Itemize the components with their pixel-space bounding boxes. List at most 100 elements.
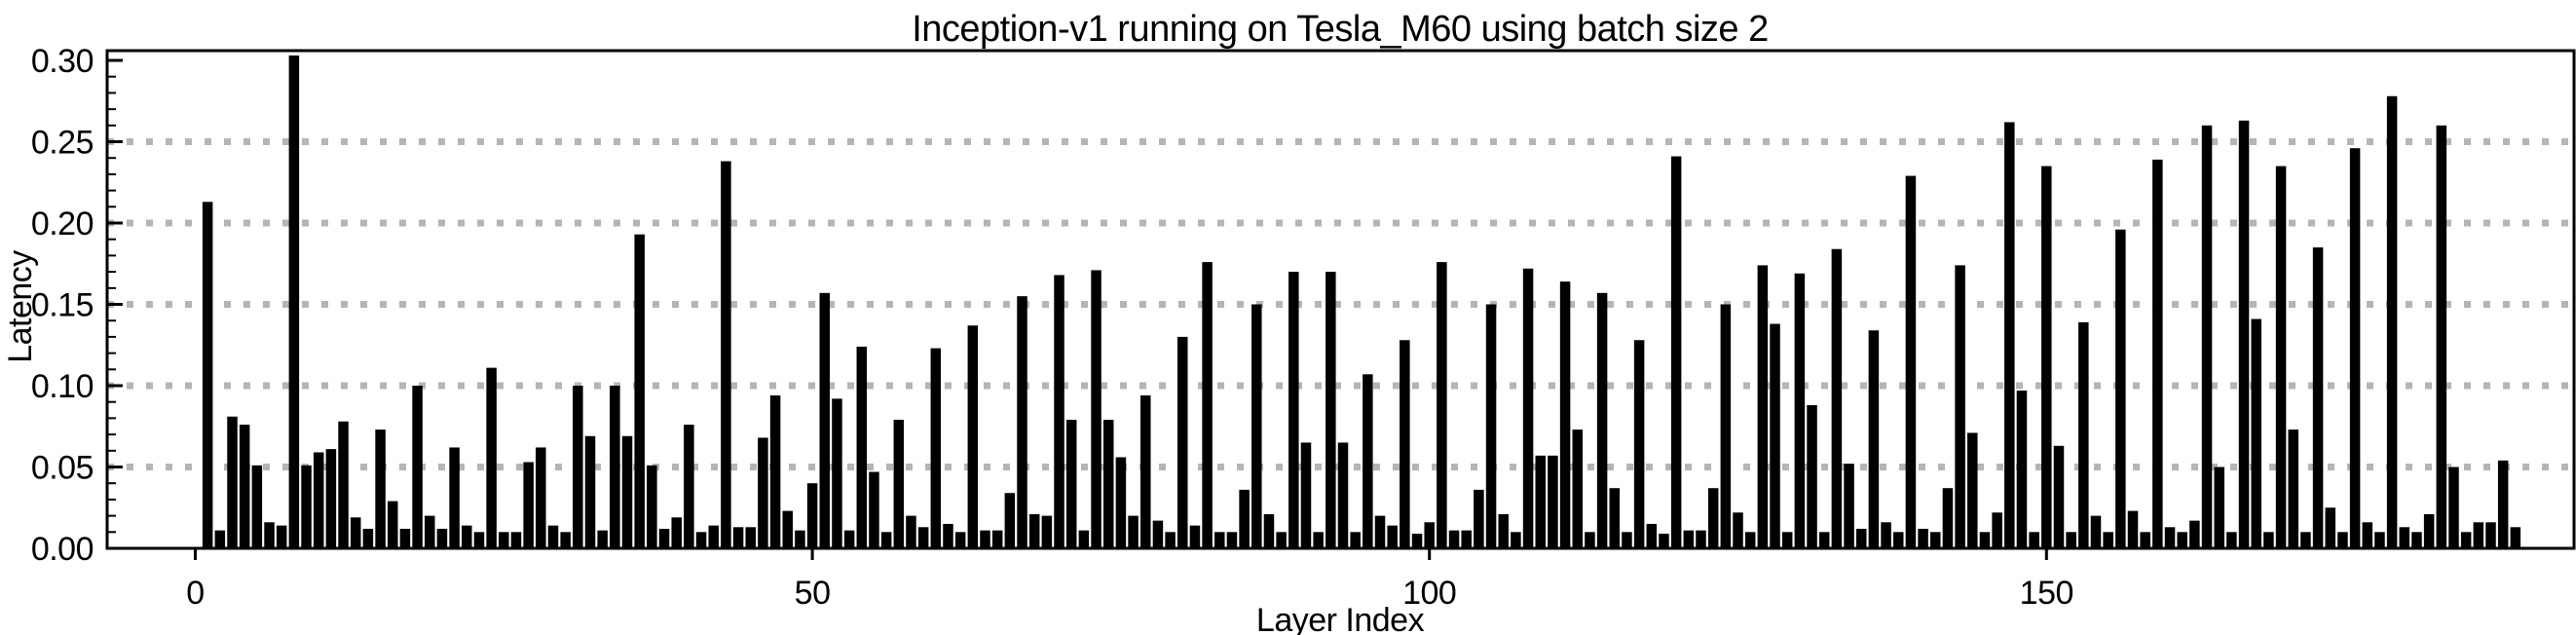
latency-bar bbox=[2337, 532, 2348, 548]
latency-bar bbox=[2423, 513, 2435, 548]
latency-bar bbox=[1744, 532, 1756, 548]
latency-bar bbox=[1276, 532, 1287, 548]
y-tick-label: 0.20 bbox=[31, 205, 93, 243]
latency-bar bbox=[449, 447, 460, 548]
latency-bar bbox=[1707, 488, 1719, 548]
latency-bar bbox=[795, 530, 805, 548]
latency-bar bbox=[2177, 532, 2187, 548]
latency-bar bbox=[436, 528, 448, 548]
latency-bar bbox=[1781, 532, 1793, 548]
latency-bar bbox=[806, 483, 818, 548]
latency-bar bbox=[2090, 515, 2102, 548]
latency-bar bbox=[2362, 522, 2373, 548]
latency-bar bbox=[1794, 273, 1806, 548]
latency-bar bbox=[2127, 510, 2139, 548]
latency-bar bbox=[251, 465, 263, 548]
latency-bar bbox=[1881, 522, 1891, 548]
latency-bar bbox=[943, 523, 953, 548]
latency-bar bbox=[610, 386, 620, 548]
latency-bar bbox=[1350, 532, 1361, 548]
latency-bar bbox=[1905, 175, 1917, 548]
latency-bar bbox=[745, 527, 756, 548]
latency-bar bbox=[2374, 532, 2385, 548]
latency-bar bbox=[1757, 265, 1769, 548]
latency-bar bbox=[1918, 528, 1928, 548]
latency-bar bbox=[2226, 532, 2237, 548]
latency-bar bbox=[536, 447, 546, 548]
latency-bar bbox=[621, 435, 633, 548]
latency-bar bbox=[1559, 281, 1571, 548]
latency-bar bbox=[1683, 530, 1695, 548]
latency-bar bbox=[634, 234, 645, 548]
latency-bar bbox=[2497, 460, 2509, 548]
y-axis-label: Latency bbox=[2, 250, 39, 363]
latency-bar bbox=[980, 530, 990, 548]
latency-bar bbox=[1313, 532, 1324, 548]
latency-bar bbox=[1437, 262, 1447, 548]
latency-bar bbox=[301, 465, 312, 548]
latency-bar bbox=[1498, 513, 1509, 548]
latency-bar bbox=[1251, 304, 1262, 548]
latency-bar bbox=[1115, 457, 1127, 548]
x-tick-label: 50 bbox=[795, 575, 831, 612]
latency-bar bbox=[325, 449, 337, 548]
latency-bar bbox=[1511, 532, 1521, 548]
latency-bar bbox=[647, 465, 657, 548]
latency-bar bbox=[1609, 488, 1621, 548]
latency-bar bbox=[202, 202, 213, 549]
latency-bar bbox=[375, 430, 386, 548]
latency-bar bbox=[2275, 166, 2287, 549]
latency-bar bbox=[1387, 525, 1398, 548]
chart-title: Inception-v1 running on Tesla_M60 using … bbox=[912, 9, 1769, 50]
latency-bar bbox=[2411, 532, 2422, 548]
latency-bar bbox=[1363, 374, 1373, 548]
latency-bar bbox=[1400, 340, 1410, 548]
latency-bar bbox=[1930, 532, 1941, 548]
latency-bar bbox=[547, 525, 559, 548]
latency-bar bbox=[991, 530, 1003, 548]
latency-bar bbox=[584, 435, 596, 548]
y-tick-label: 0.30 bbox=[31, 43, 93, 80]
latency-bar bbox=[1139, 395, 1151, 548]
latency-bar bbox=[684, 425, 694, 548]
latency-bar bbox=[1424, 522, 1435, 548]
latency-bar bbox=[2238, 120, 2250, 548]
latency-bar bbox=[523, 462, 534, 548]
latency-bar bbox=[2485, 522, 2496, 548]
latency-bar bbox=[2152, 159, 2163, 548]
latency-bar bbox=[1165, 532, 1176, 548]
latency-bar bbox=[721, 161, 731, 549]
latency-bar bbox=[2053, 445, 2065, 548]
latency-bar bbox=[1017, 296, 1027, 548]
latency-bar bbox=[906, 515, 916, 548]
latency-bar bbox=[893, 420, 905, 548]
latency-bar bbox=[1733, 512, 1743, 548]
latency-bar bbox=[843, 530, 855, 548]
latency-bar bbox=[2473, 522, 2484, 548]
latency-bar bbox=[1670, 156, 1682, 548]
latency-bar bbox=[2189, 520, 2200, 548]
latency-bar bbox=[2510, 527, 2521, 548]
latency-bar bbox=[1485, 304, 1497, 548]
latency-bar bbox=[769, 395, 781, 548]
latency-bar bbox=[1226, 532, 1238, 548]
latency-bar bbox=[1028, 513, 1040, 548]
latency-bar bbox=[1844, 464, 1854, 548]
latency-bar bbox=[917, 527, 929, 548]
latency-bar bbox=[1720, 304, 1732, 548]
latency-bar bbox=[425, 515, 435, 548]
latency-bar bbox=[2066, 532, 2076, 548]
latency-bar bbox=[1054, 275, 1064, 548]
bars-group bbox=[202, 55, 2521, 549]
latency-bar bbox=[2103, 532, 2113, 548]
latency-bar bbox=[732, 527, 744, 548]
latency-bar bbox=[486, 367, 497, 548]
latency-bar bbox=[264, 522, 275, 548]
x-tick-label: 100 bbox=[1402, 575, 1456, 612]
latency-bar bbox=[239, 425, 250, 548]
latency-bar bbox=[2016, 391, 2028, 548]
latency-bar bbox=[499, 532, 509, 548]
latency-bar bbox=[1522, 268, 1534, 548]
x-axis-label: Layer Index bbox=[1256, 602, 1425, 635]
